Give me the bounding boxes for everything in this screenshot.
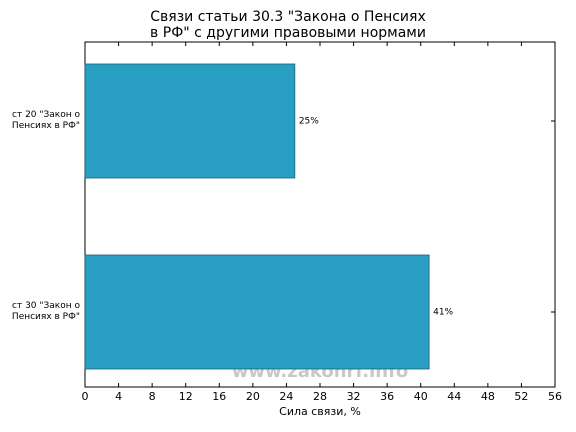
x-tick-label: 24 bbox=[279, 390, 293, 403]
x-tick-label: 8 bbox=[149, 390, 156, 403]
x-tick-label: 36 bbox=[380, 390, 394, 403]
value-label: 25% bbox=[299, 117, 319, 127]
x-tick-label: 28 bbox=[313, 390, 327, 403]
x-tick-label: 44 bbox=[447, 390, 461, 403]
title-box: Связи статьи 30.3 "Закона о Пенсиях в РФ… bbox=[150, 9, 426, 41]
x-tick-label: 32 bbox=[347, 390, 361, 403]
y-label-box: ст 30 "Закон о Пенсиях в РФ" bbox=[11, 301, 80, 322]
y-tick-label: ст 20 "Закон о Пенсиях в РФ" bbox=[11, 110, 80, 131]
chart-title: Связи статьи 30.3 "Закона о Пенсиях в РФ… bbox=[150, 9, 426, 41]
x-tick-label: 48 bbox=[481, 390, 495, 403]
x-axis-label: Сила связи, % bbox=[279, 405, 361, 418]
x-tick-label: 52 bbox=[514, 390, 528, 403]
x-tick-label: 56 bbox=[548, 390, 562, 403]
x-tick-label: 12 bbox=[179, 390, 193, 403]
x-tick-label: 0 bbox=[82, 390, 89, 403]
x-tick-label: 16 bbox=[212, 390, 226, 403]
y-tick-label: ст 30 "Закон о Пенсиях в РФ" bbox=[11, 301, 80, 322]
x-tick-label: 20 bbox=[246, 390, 260, 403]
y-label-box: ст 20 "Закон о Пенсиях в РФ" bbox=[11, 110, 80, 131]
x-tick-label: 40 bbox=[414, 390, 428, 403]
x-tick-label: 4 bbox=[115, 390, 122, 403]
value-label: 41% bbox=[433, 308, 453, 318]
bar bbox=[84, 63, 296, 179]
bar bbox=[84, 254, 430, 370]
